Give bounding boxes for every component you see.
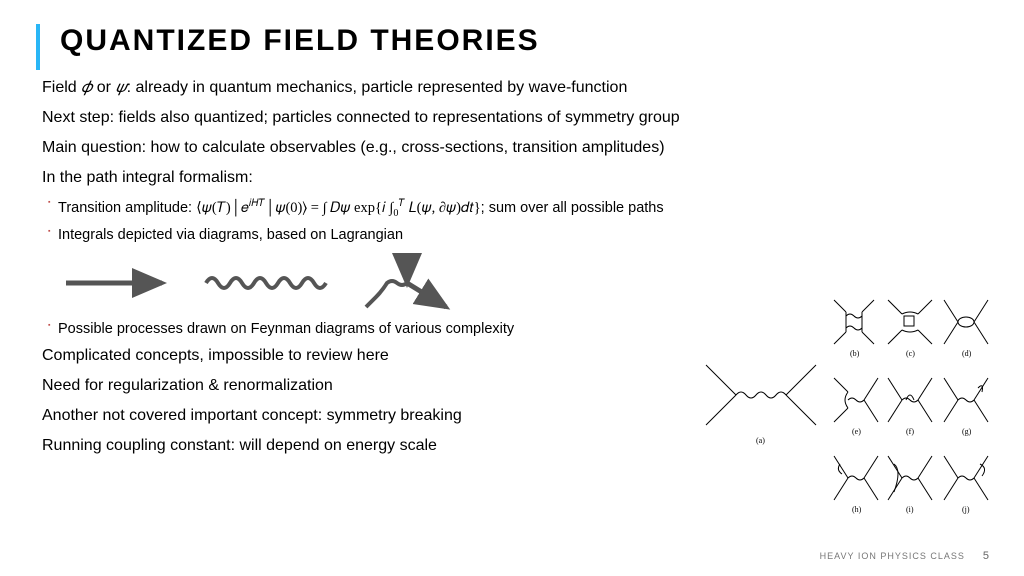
diagram-j: (j)	[944, 456, 988, 514]
line-1c: : already in quantum mechanics, particle…	[127, 79, 628, 96]
diagram-h: (h)	[834, 456, 878, 514]
slide-title: QUANTIZED FIELD THEORIES	[60, 24, 982, 58]
diagram-e: (e)	[834, 378, 878, 436]
label-a: (a)	[756, 436, 765, 445]
diagram-g: (g)	[944, 378, 988, 436]
feynman-grid: (a) (b) (c)	[706, 300, 996, 530]
label-j: (j)	[962, 505, 970, 514]
diagram-d: (d)	[944, 300, 988, 358]
bullet-list-1: Transition amplitude: ⟨𝜓(𝑇)│𝑒𝑖𝐻𝑇│𝜓(0)⟩ =…	[48, 196, 982, 247]
equation: ⟨𝜓(𝑇)│𝑒𝑖𝐻𝑇│𝜓(0)⟩ = ∫ 𝐷𝜓 exp{𝑖 ∫0𝑇 𝐿(𝜓, ∂…	[196, 200, 481, 216]
diagram-c: (c)	[888, 300, 932, 358]
label-f: (f)	[906, 427, 914, 436]
line-3: Main question: how to calculate observab…	[42, 136, 982, 160]
line-4: In the path integral formalism:	[42, 166, 982, 190]
wavy-diagram	[202, 268, 332, 298]
label-g: (g)	[962, 427, 972, 436]
line-2: Next step: fields also quantized; partic…	[42, 106, 982, 130]
bullet-1: Transition amplitude: ⟨𝜓(𝑇)│𝑒𝑖𝐻𝑇│𝜓(0)⟩ =…	[48, 196, 982, 221]
label-e: (e)	[852, 427, 861, 436]
accent-bar	[36, 24, 40, 70]
label-h: (h)	[852, 505, 862, 514]
vertex-diagram	[362, 253, 452, 313]
diagram-i: (i)	[888, 456, 932, 514]
line-1: Field 𝜙 or 𝜓: already in quantum mechani…	[42, 76, 982, 100]
line-1b: or	[92, 79, 115, 96]
footer: HEAVY ION PHYSICS CLASS 5	[820, 550, 990, 562]
page-number: 5	[983, 550, 990, 562]
bullet-2: Integrals depicted via diagrams, based o…	[48, 225, 982, 247]
propagator-diagram	[62, 268, 172, 298]
label-b: (b)	[850, 349, 860, 358]
line-1a: Field	[42, 79, 81, 96]
phi-symbol: 𝜙	[81, 79, 92, 96]
footer-text: HEAVY ION PHYSICS CLASS	[820, 551, 965, 561]
psi-symbol: 𝜓	[115, 79, 126, 96]
diagram-f: (f)	[888, 378, 932, 436]
slide: QUANTIZED FIELD THEORIES Field 𝜙 or 𝜓: a…	[0, 0, 1024, 576]
bullet-1b: ; sum over all possible paths	[481, 200, 664, 216]
diagram-b: (b)	[834, 300, 874, 358]
diagram-a: (a)	[706, 365, 816, 445]
label-i: (i)	[906, 505, 914, 514]
bullet-1a: Transition amplitude:	[58, 200, 196, 216]
label-c: (c)	[906, 349, 915, 358]
label-d: (d)	[962, 349, 972, 358]
